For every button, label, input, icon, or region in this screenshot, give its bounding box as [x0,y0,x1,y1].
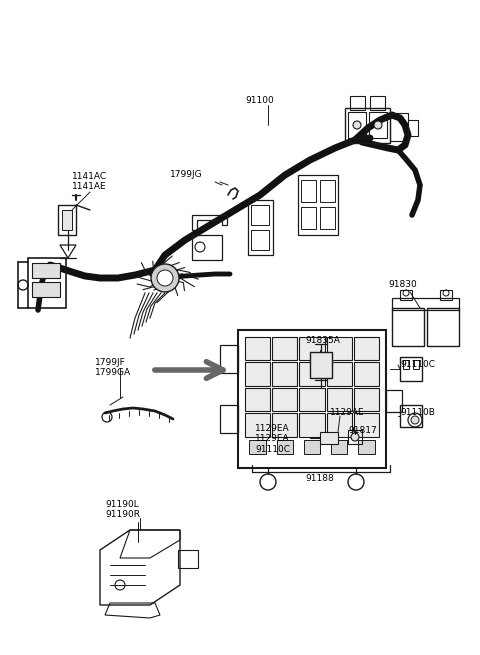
Bar [400,405,422,427]
Bar [298,175,338,235]
Bar [358,440,374,454]
Text: 91110C: 91110C [400,360,435,369]
Bar [300,413,324,437]
Text: 1129AE: 1129AE [330,408,365,417]
Bar [245,337,270,360]
Bar [427,308,459,346]
Bar [390,113,408,141]
Bar [320,207,335,229]
Text: 1799JG: 1799JG [170,170,203,179]
Bar [345,108,390,143]
Bar [304,440,320,454]
Bar [403,360,409,369]
Text: 91110B: 91110B [400,408,435,417]
Bar [251,205,269,225]
Bar [62,210,72,230]
Bar [310,352,332,378]
Bar [32,282,60,297]
Bar [413,360,419,369]
Circle shape [157,270,173,286]
Bar [28,258,66,308]
Text: 91100: 91100 [245,96,274,105]
Bar [354,337,379,360]
Bar [250,440,266,454]
Bar [392,308,424,346]
Bar [301,180,316,202]
Text: 91830: 91830 [388,280,417,289]
Text: 91188: 91188 [306,474,335,483]
Bar [192,235,222,260]
Bar [178,550,198,568]
Text: 1799JF
1799GA: 1799JF 1799GA [95,358,131,377]
Circle shape [411,416,419,424]
Bar [348,112,366,138]
Bar [348,430,362,444]
Bar [320,180,335,202]
Bar [440,290,452,300]
Bar [276,440,293,454]
Bar [301,207,316,229]
Bar [272,413,298,437]
Bar [326,362,352,386]
Circle shape [151,264,179,292]
Circle shape [351,433,359,441]
Bar [354,388,379,411]
Text: 91190L
91190R: 91190L 91190R [105,500,140,519]
Bar [272,388,298,411]
Bar [32,263,60,278]
Bar [370,96,385,110]
Bar [326,337,352,360]
Bar [220,405,238,433]
Bar [331,440,348,454]
Bar [320,432,338,444]
Circle shape [353,121,361,129]
Bar [245,388,270,411]
Text: 1129EA
1129EA
91110C: 1129EA 1129EA 91110C [255,424,290,454]
Text: 91817: 91817 [348,426,377,435]
Bar [326,413,352,437]
Bar [354,413,379,437]
Bar [326,388,352,411]
Bar [272,362,298,386]
Bar [400,357,422,381]
Bar [300,362,324,386]
Bar [251,230,269,250]
Bar [354,362,379,386]
Bar [300,388,324,411]
Bar [400,290,412,300]
Bar [386,390,402,412]
Bar [220,345,238,373]
Bar [248,200,273,255]
Bar [58,205,76,235]
Bar [272,337,298,360]
Bar [392,298,459,310]
Bar [300,337,324,360]
Bar [245,362,270,386]
Bar [238,330,386,468]
Circle shape [374,121,382,129]
Bar [369,112,387,138]
Bar [245,413,270,437]
Bar [350,96,365,110]
Text: 1141AC
1141AE: 1141AC 1141AE [72,172,107,191]
Text: 91835A: 91835A [305,336,340,345]
